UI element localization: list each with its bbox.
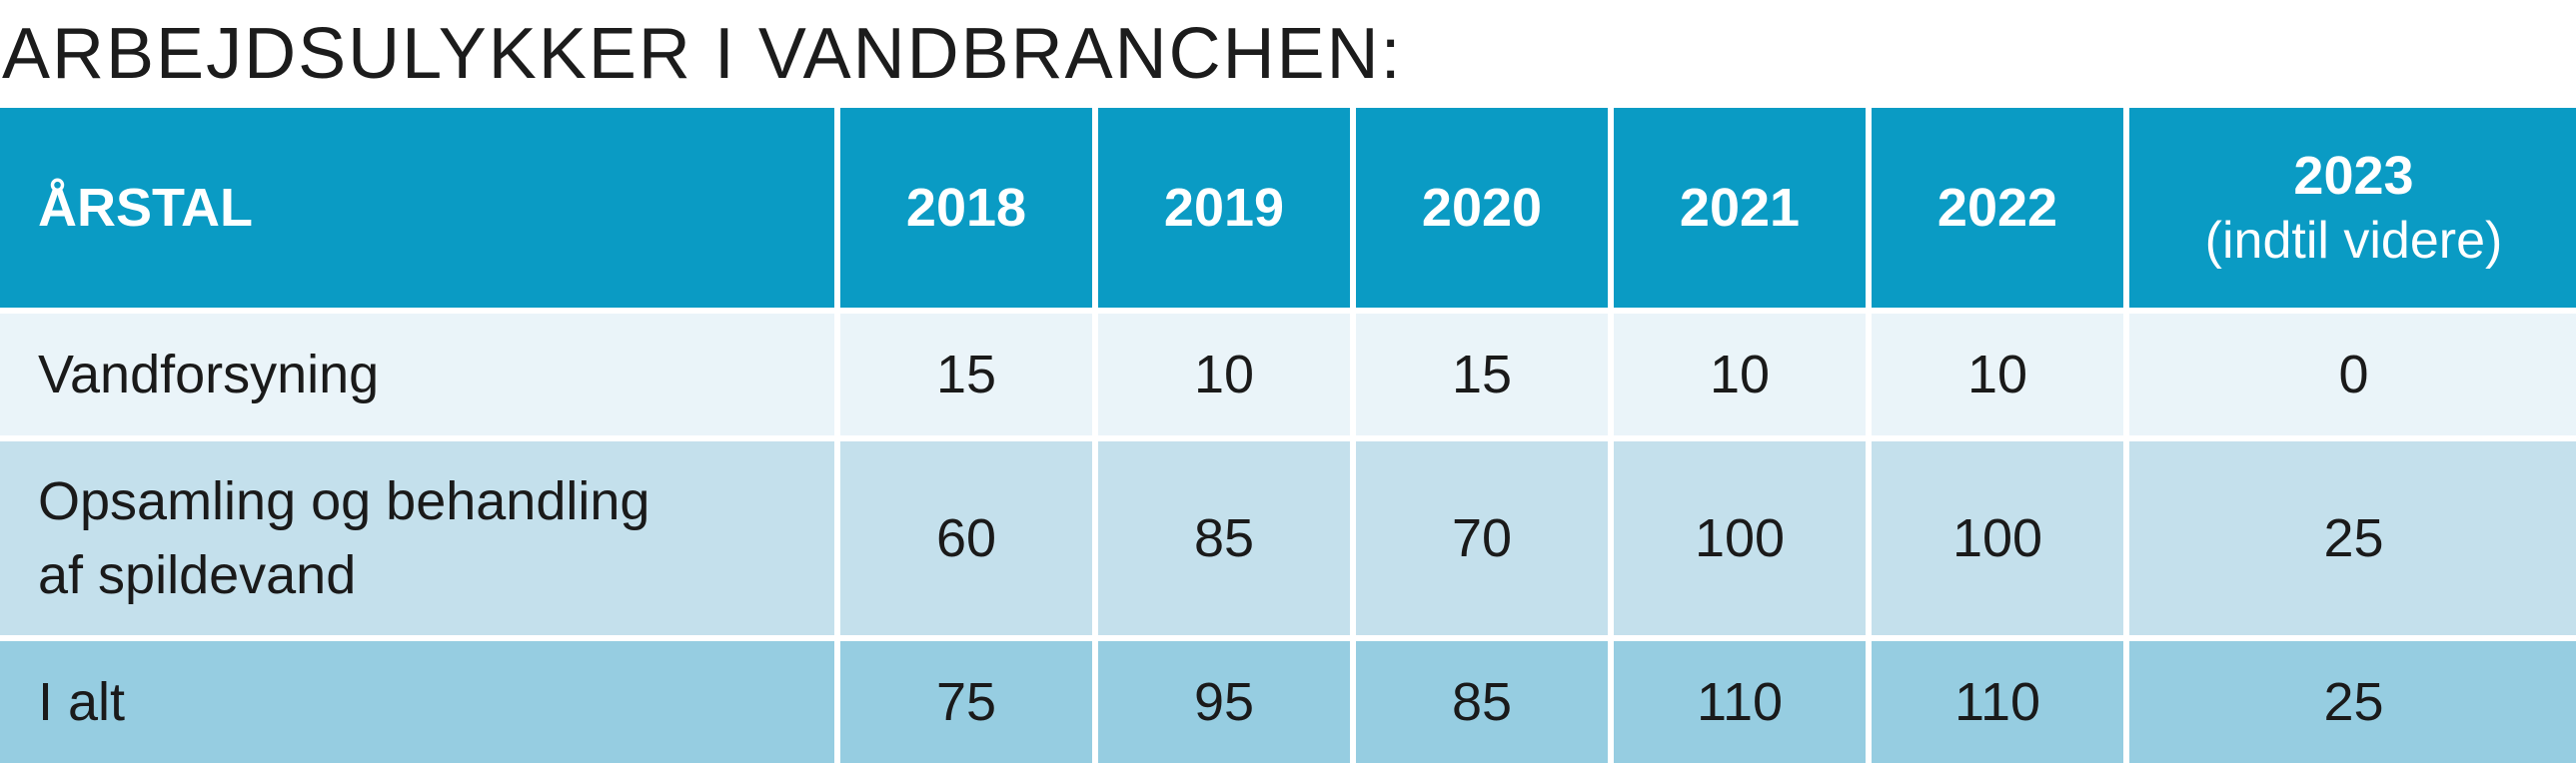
column-header-2021: 2021 [1614, 108, 1866, 314]
table-cell: 100 [1872, 441, 2123, 641]
table-cell: 10 [1098, 314, 1350, 441]
table-cell: 25 [2129, 441, 2576, 641]
table-row: Vandforsyning 15 10 15 10 10 0 [0, 314, 2576, 441]
column-header-year-label: ÅRSTAL [0, 108, 834, 314]
column-header-2023-year: 2023 [2293, 146, 2414, 206]
row-label-opsamling: Opsamling og behandling af spildevand [0, 441, 834, 641]
table-cell: 15 [840, 314, 1092, 441]
table-cell: 100 [1614, 441, 1866, 641]
table-header-row: ÅRSTAL 2018 2019 2020 2021 2022 2023 (in… [0, 108, 2576, 314]
table-cell: 60 [840, 441, 1092, 641]
table-cell: 0 [2129, 314, 2576, 441]
table-cell: 85 [1098, 441, 1350, 641]
table-cell: 85 [1356, 641, 1608, 763]
column-header-2023-note: (indtil videre) [2204, 212, 2503, 270]
row-label-line: af spildevand [38, 545, 357, 605]
table-cell: 15 [1356, 314, 1608, 441]
table-cell: 95 [1098, 641, 1350, 763]
column-header-2020: 2020 [1356, 108, 1608, 314]
table-row: I alt 75 95 85 110 110 25 [0, 641, 2576, 763]
table-cell: 10 [1872, 314, 2123, 441]
table-row: Opsamling og behandling af spildevand 60… [0, 441, 2576, 641]
accidents-table: ÅRSTAL 2018 2019 2020 2021 2022 2023 (in… [0, 108, 2576, 763]
page-title: ARBEJDSULYKKER I VANDBRANCHEN: [2, 14, 1403, 94]
column-header-2023: 2023 (indtil videre) [2129, 108, 2576, 314]
row-label-vandforsyning: Vandforsyning [0, 314, 834, 441]
column-header-2022: 2022 [1872, 108, 2123, 314]
table-cell: 110 [1614, 641, 1866, 763]
table-cell: 75 [840, 641, 1092, 763]
column-header-2019: 2019 [1098, 108, 1350, 314]
table-cell: 110 [1872, 641, 2123, 763]
table-cell: 10 [1614, 314, 1866, 441]
table-cell: 25 [2129, 641, 2576, 763]
row-label-i-alt: I alt [0, 641, 834, 763]
column-header-2018: 2018 [840, 108, 1092, 314]
table-cell: 70 [1356, 441, 1608, 641]
row-label-line: Opsamling og behandling [38, 471, 650, 531]
